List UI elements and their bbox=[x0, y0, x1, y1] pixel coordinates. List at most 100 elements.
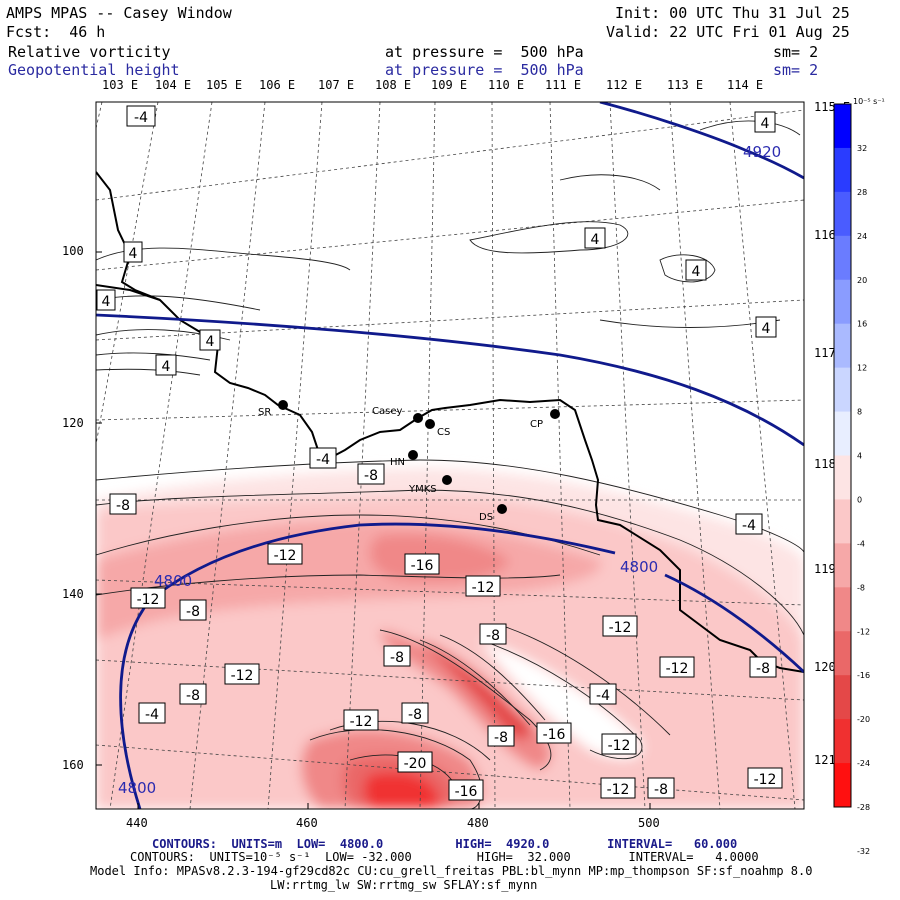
vort-label-box: -12 bbox=[602, 615, 638, 637]
vort-label-box: -12 bbox=[600, 777, 636, 799]
station-label: YMKS bbox=[408, 484, 437, 495]
colorbar-cell bbox=[834, 279, 851, 325]
colorbar-label: 32 bbox=[857, 144, 867, 153]
svg-text:4: 4 bbox=[162, 359, 171, 375]
svg-text:4: 4 bbox=[761, 116, 770, 132]
svg-text:-12: -12 bbox=[231, 668, 254, 684]
colorbar-cell bbox=[834, 499, 851, 544]
svg-text:-12: -12 bbox=[607, 782, 630, 798]
svg-text:-8: -8 bbox=[408, 707, 422, 723]
vort-label-box: 4 bbox=[199, 329, 221, 351]
vort-label-box: -8 bbox=[357, 463, 385, 485]
colorbar-label: -28 bbox=[857, 803, 870, 812]
colorbar-cell bbox=[834, 367, 851, 413]
contour-info-height: CONTOURS: UNITS=m LOW= 4800.0 HIGH= 4920… bbox=[152, 837, 738, 851]
colorbar-label: -8 bbox=[857, 583, 865, 592]
x-tick-label: 480 bbox=[467, 816, 489, 830]
station-dot-casey bbox=[413, 413, 423, 423]
colorbar-cell bbox=[834, 455, 851, 500]
svg-text:-8: -8 bbox=[186, 688, 200, 704]
colorbar-cell bbox=[834, 411, 851, 456]
colorbar-frame bbox=[833, 103, 852, 808]
svg-text:4: 4 bbox=[762, 321, 771, 337]
height-label: 4800 bbox=[620, 558, 658, 576]
y-tick-label: 140 bbox=[62, 587, 84, 601]
svg-text:-16: -16 bbox=[411, 558, 434, 574]
vort-label-box: -12 bbox=[747, 767, 783, 789]
height-label: 4920 bbox=[743, 143, 781, 161]
height-contour-4800-arc bbox=[119, 522, 616, 809]
model-info-physics: LW:rrtmg_lw SW:rrtmg_sw SFLAY:sf_mynn bbox=[270, 878, 538, 892]
height-contours bbox=[96, 102, 804, 809]
colorbar-label: 16 bbox=[857, 320, 867, 329]
vort-label-box: -8 bbox=[479, 623, 507, 645]
svg-text:-12: -12 bbox=[666, 661, 689, 677]
colorbar-label: -4 bbox=[857, 539, 865, 548]
vort-label-box: -12 bbox=[659, 656, 695, 678]
svg-text:-12: -12 bbox=[609, 620, 632, 636]
plot-frame bbox=[95, 101, 805, 810]
vort-label-box: 4 bbox=[155, 354, 177, 376]
svg-text:-8: -8 bbox=[364, 468, 378, 484]
svg-text:-8: -8 bbox=[390, 650, 404, 666]
shade-white-gap bbox=[480, 640, 642, 759]
vort-label-box: -4 bbox=[735, 513, 763, 535]
vorticity-labels: -4 4 4 4 4 4 4 4 4 4 -4 -8 -8 -4 -12 -16… bbox=[96, 105, 783, 801]
svg-text:-8: -8 bbox=[116, 498, 130, 514]
field1-smoothing: sm= 2 bbox=[773, 43, 819, 61]
colorbar-cells bbox=[834, 104, 851, 808]
svg-text:-16: -16 bbox=[543, 727, 566, 743]
top-lon-label: 111 E bbox=[545, 78, 582, 92]
colorbar-label: 0 bbox=[857, 495, 862, 504]
valid-time: Valid: 22 UTC Fri 01 Aug 25 bbox=[606, 23, 850, 41]
coastline-inland bbox=[96, 284, 161, 301]
y-tick-label: 160 bbox=[62, 758, 84, 772]
svg-text:-4: -4 bbox=[596, 688, 610, 704]
vorticity-contours bbox=[96, 120, 804, 809]
station-label: SR bbox=[258, 407, 271, 418]
colorbar-labels: 32 28 24 20 16 12 8 4 0 -4 -8 -12 -16 -20 -24 -28 -32 bbox=[857, 144, 870, 856]
vorticity-shading bbox=[96, 468, 804, 809]
vort-label-box: -12 bbox=[601, 733, 637, 755]
vort-label-box: -8 bbox=[383, 645, 411, 667]
station-label: CP bbox=[530, 419, 543, 430]
svg-text:-4: -4 bbox=[134, 110, 148, 126]
svg-text:-8: -8 bbox=[186, 604, 200, 620]
height-label: 4800 bbox=[118, 779, 156, 797]
colorbar-label: -16 bbox=[857, 671, 870, 680]
height-labels: 4920 4800 4800 4800 bbox=[118, 143, 781, 797]
svg-text:-12: -12 bbox=[350, 714, 373, 730]
vort-label-box: 4 bbox=[685, 259, 707, 281]
init-time: Init: 00 UTC Thu 31 Jul 25 bbox=[615, 4, 850, 22]
vort-label-box: -8 bbox=[179, 683, 207, 705]
top-lon-label: 108 E bbox=[375, 78, 412, 92]
svg-text:-8: -8 bbox=[486, 628, 500, 644]
station-label: HN bbox=[390, 457, 405, 468]
station-dot-YMKS bbox=[442, 475, 452, 485]
colorbar-cell bbox=[834, 543, 851, 588]
vort-label-box: -8 bbox=[109, 493, 137, 515]
axis-ticks bbox=[96, 251, 651, 809]
vort-label-box: -12 bbox=[130, 587, 166, 609]
y-tick-label: 120 bbox=[62, 416, 84, 430]
height-contour-4800-east bbox=[664, 573, 804, 674]
colorbar-cell bbox=[834, 323, 851, 369]
colorbar-cell bbox=[834, 147, 851, 193]
top-lon-label: 103 E bbox=[102, 78, 139, 92]
shade-streak-inner bbox=[420, 640, 531, 740]
svg-text:-12: -12 bbox=[608, 738, 631, 754]
colorbar-cell bbox=[834, 719, 851, 764]
colorbar-label: -32 bbox=[857, 847, 870, 856]
vort-label-box: 4 bbox=[584, 227, 606, 249]
svg-text:4: 4 bbox=[102, 294, 111, 310]
vort-label-box: -16 bbox=[448, 779, 484, 801]
field2-name: Geopotential height bbox=[8, 61, 180, 79]
colorbar-label: -24 bbox=[857, 759, 870, 768]
shade-low-max bbox=[364, 772, 438, 809]
station-label: Casey bbox=[372, 406, 402, 417]
vort-label-box: -4 bbox=[589, 683, 617, 705]
vort-label-box: -20 bbox=[397, 751, 433, 773]
vort-label-box: -12 bbox=[224, 663, 260, 685]
field2-level: at pressure = 500 hPa bbox=[385, 61, 584, 79]
station-label: CS bbox=[437, 427, 450, 438]
